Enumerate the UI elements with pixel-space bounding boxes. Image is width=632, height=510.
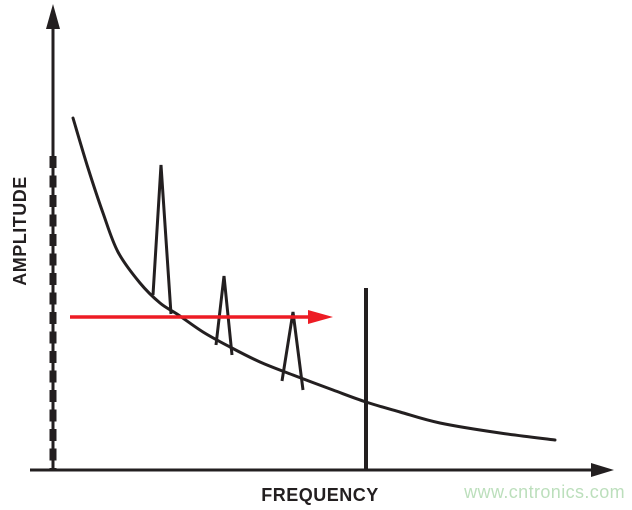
spur-peak-2 (214, 275, 234, 356)
x-axis-arrowhead-icon (591, 463, 614, 477)
sweep-arrow (70, 310, 333, 324)
y-axis-arrowhead-icon (46, 4, 60, 29)
sweep-arrowhead-icon (308, 310, 333, 324)
y-axis-label: AMPLITUDE (10, 176, 30, 286)
x-axis-label: FREQUENCY (261, 485, 379, 505)
x-axis (30, 463, 614, 477)
y-axis (46, 4, 60, 470)
noise-curve (71, 116, 557, 442)
spur-peak-1 (151, 164, 173, 315)
spur-peak-3 (280, 311, 305, 391)
spur-peaks (151, 164, 305, 391)
watermark-text: www.cntronics.com (464, 482, 625, 502)
